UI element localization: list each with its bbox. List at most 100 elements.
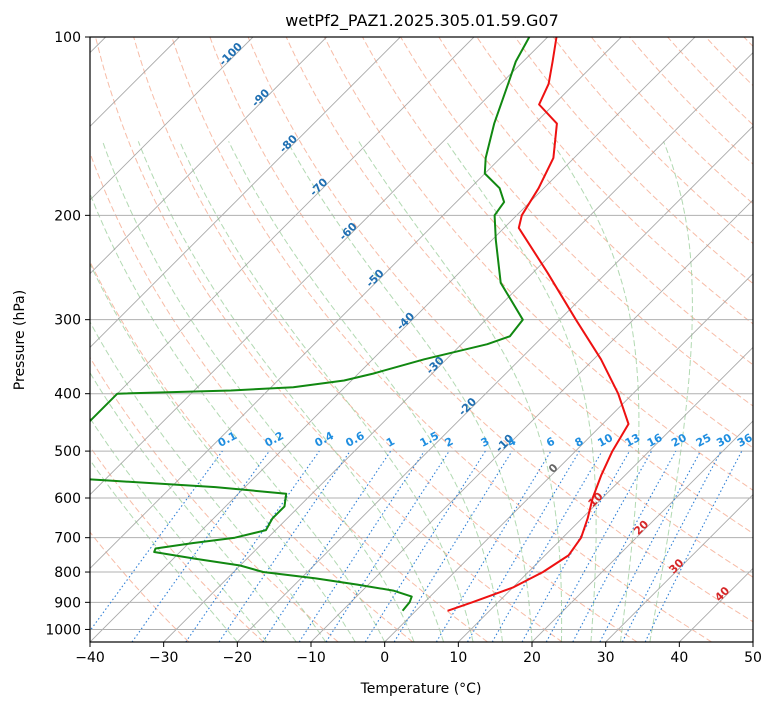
moist-adiabat: [90, 371, 297, 642]
mixing-ratio-label: 1: [384, 435, 397, 450]
mixing-ratio-line: [131, 450, 270, 642]
plot-frame: [89, 36, 754, 643]
background-lines: [90, 37, 753, 642]
mixing-ratio-line: [572, 450, 677, 642]
x-axis-label: Temperature (°C): [360, 681, 482, 697]
dry-adiabat: [323, 37, 753, 491]
mixing-ratio-label: 16: [645, 431, 665, 450]
mixing-ratio-label: 13: [623, 431, 643, 450]
isotherm-line: [163, 52, 753, 642]
x-tick-label: −10: [296, 650, 326, 666]
mixing-ratio-line: [90, 450, 223, 632]
isotherm-line: [90, 37, 327, 275]
isotherm-label: -60: [337, 220, 360, 243]
mixing-ratio-line: [491, 450, 603, 642]
y-tick-label: 700: [54, 531, 81, 547]
isotherm-line: [90, 37, 401, 348]
x-tick-label: 10: [449, 650, 467, 666]
mixing-ratio-line: [218, 450, 351, 642]
isotherm-label: -70: [307, 175, 330, 198]
isotherm-line: [310, 199, 753, 642]
dry-adiabat: [209, 37, 753, 623]
dry-adiabat: [400, 37, 753, 407]
dry-adiabat: [90, 356, 339, 642]
x-axis-ticks: −40 −30 −20 −10 0 10 20 30 40 50: [75, 642, 762, 666]
mixing-ratio-label: 0.2: [263, 429, 286, 450]
y-axis-ticks: 100 200 300 400 500 600 700 800 900 1000: [45, 30, 90, 638]
isotherm-label: -90: [249, 86, 272, 109]
isotherm-line: [90, 37, 696, 642]
dry-adiabat: [705, 37, 753, 87]
mixing-ratio-line: [599, 450, 701, 642]
moist-adiabat: [90, 417, 268, 642]
mixing-ratio-labels: 0.1 0.2 0.4 0.6 1 1.5 2 3 4 6 8 10 13 16 20 25 30 36: [216, 429, 755, 450]
mixing-ratio-label: 1.5: [418, 429, 441, 450]
x-tick-label: −30: [149, 650, 179, 666]
x-tick-label: −40: [75, 650, 105, 666]
mixing-ratio-label: 0.1: [216, 429, 239, 450]
isotherm-line: [90, 37, 254, 201]
mixing-ratio-label: 2: [443, 435, 456, 450]
x-tick-label: 30: [597, 650, 615, 666]
moist-adiabat: [102, 141, 415, 642]
mixing-ratio-label: 30: [714, 431, 734, 450]
mixing-ratio-line: [545, 450, 653, 642]
y-tick-label: 1000: [45, 622, 81, 638]
moist-adiabat: [228, 141, 503, 642]
isotherm-line: [752, 641, 753, 642]
mixing-ratio-line: [435, 450, 552, 642]
mixing-ratio-label: 36: [735, 431, 755, 450]
x-tick-label: 0: [380, 650, 389, 666]
dry-adiabat: [247, 37, 753, 578]
dry-adiabat: [133, 37, 638, 642]
y-tick-label: 600: [54, 491, 81, 507]
y-tick-label: 200: [54, 208, 81, 224]
isotherm-line: [90, 37, 475, 422]
dry-adiabat: [90, 260, 414, 642]
y-axis-label: Pressure (hPa): [12, 290, 28, 390]
isotherm-label: 30: [666, 556, 686, 576]
mixing-ratio-line: [364, 450, 486, 642]
isotherm-line: [458, 346, 753, 642]
y-tick-label: 400: [54, 387, 81, 403]
dry-adiabat: [743, 37, 753, 48]
mixing-ratio-label: 25: [694, 431, 714, 450]
mixing-ratio-label: 20: [669, 431, 689, 450]
dry-adiabat: [552, 37, 753, 245]
mixing-ratio-line: [185, 450, 320, 642]
dry-adiabat: [90, 531, 190, 642]
mixing-ratio-label: 8: [573, 435, 586, 450]
isotherm-label: 40: [712, 584, 732, 604]
temperature-profile: [447, 37, 630, 612]
y-tick-label: 500: [54, 444, 81, 460]
dry-adiabat: [90, 151, 488, 642]
y-tick-label: 900: [54, 595, 81, 611]
y-tick-label: 300: [54, 313, 81, 329]
dry-adiabat: [667, 37, 753, 126]
isotherm-label: -40: [394, 310, 417, 333]
dry-adiabat: [95, 37, 563, 642]
dewpoint-profile: [90, 37, 531, 612]
mixing-ratio-line: [325, 450, 450, 642]
profiles: [90, 37, 630, 612]
dry-adiabat: [438, 37, 753, 366]
y-tick-label: 800: [54, 565, 81, 581]
mixing-ratio-label: 0.6: [343, 429, 367, 450]
dry-adiabat: [285, 37, 753, 534]
mixing-ratio-line: [393, 450, 513, 642]
dry-adiabat: [590, 37, 753, 205]
x-tick-label: 50: [744, 650, 762, 666]
dry-adiabat: [514, 37, 753, 285]
x-tick-label: −20: [223, 650, 253, 666]
dry-adiabat: [90, 445, 264, 642]
isotherm-line: [531, 420, 753, 642]
chart-title: wetPf2_PAZ1.2025.305.01.59.G07: [285, 11, 559, 31]
isotherm-label: -100: [216, 40, 245, 69]
x-tick-label: 20: [523, 650, 541, 666]
isotherm-line: [237, 125, 753, 642]
isotherm-line: [90, 37, 548, 496]
isotherm-label: -20: [456, 395, 479, 418]
mixing-ratio-line: [262, 450, 392, 642]
mixing-ratio-label: 10: [595, 431, 615, 450]
